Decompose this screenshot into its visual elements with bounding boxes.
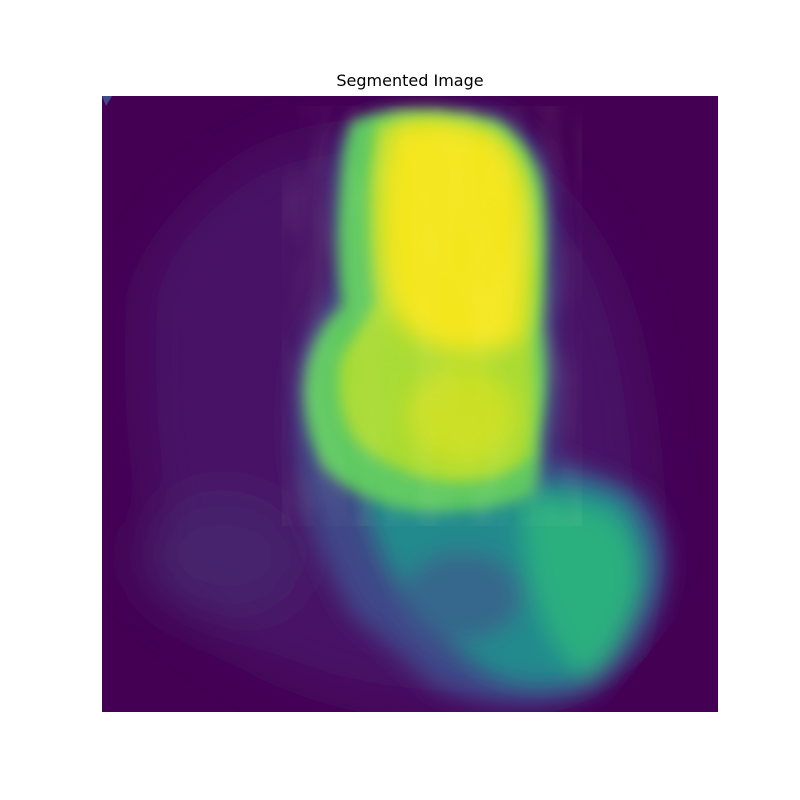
lower-lobe-region bbox=[362, 480, 650, 686]
top-left-mark bbox=[102, 96, 112, 106]
figure-title: Segmented Image bbox=[336, 71, 484, 90]
corner-clip bbox=[602, 566, 718, 712]
texture-overlay bbox=[282, 106, 582, 526]
segmented-image bbox=[102, 96, 718, 712]
edge-strip bbox=[714, 96, 718, 712]
